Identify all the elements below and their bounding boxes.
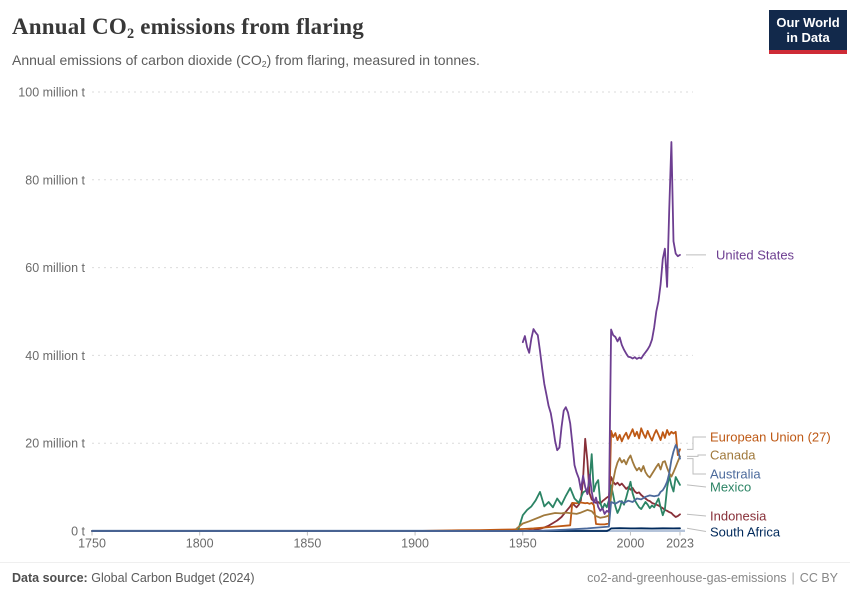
- series-layer: [91, 141, 681, 532]
- label-connectors: [686, 254, 707, 532]
- connector-australia: [687, 458, 706, 475]
- x-axis-tick-label: 2000: [617, 537, 645, 551]
- y-axis-tick-label: 60 million t: [25, 261, 85, 275]
- x-axis-tick-label: 1950: [509, 537, 537, 551]
- connector-european-union: [687, 436, 706, 450]
- footer-links: co2-and-greenhouse-gas-emissions | CC BY: [587, 571, 838, 600]
- chart-subtitle: Annual emissions of carbon dioxide (CO2)…: [12, 52, 480, 70]
- footer-license-link[interactable]: CC BY: [799, 571, 838, 585]
- series-label-australia[interactable]: Australia: [710, 466, 761, 482]
- series-line-mexico[interactable]: [517, 453, 681, 530]
- series-line-canada[interactable]: [515, 454, 681, 530]
- title-text: Annual CO: [12, 14, 127, 39]
- title-text-2: emissions from flaring: [134, 14, 364, 39]
- owid-logo-accent-bar: [769, 50, 847, 54]
- connector-south-africa: [686, 527, 707, 532]
- data-source-label: Data source:: [12, 571, 88, 585]
- x-axis-tick-label: 1850: [293, 537, 321, 551]
- x-axis-tick-label: 1800: [186, 537, 214, 551]
- series-label-united-states[interactable]: United States: [716, 247, 795, 263]
- series-line-south-africa[interactable]: [91, 527, 681, 532]
- footer-divider: |: [791, 571, 795, 585]
- grid-layer: 0 t 20 million t 40 million t 60 million t 8…: [18, 86, 694, 551]
- y-axis-tick-label: 20 million t: [25, 437, 85, 451]
- owid-logo[interactable]: Our World in Data: [769, 10, 847, 54]
- page-title: Annual CO2 emissions from flaring: [12, 14, 364, 42]
- series-line-australia[interactable]: [91, 444, 681, 532]
- x-axis-tick-label: 1750: [78, 537, 106, 551]
- series-label-mexico[interactable]: Mexico: [710, 479, 752, 495]
- owid-logo-line1: Our World: [776, 15, 840, 30]
- y-axis-tick-label: 0 t: [71, 525, 85, 539]
- series-line-indonesia[interactable]: [91, 437, 681, 532]
- data-source-value: Global Carbon Budget (2024): [91, 571, 255, 585]
- connector-indonesia: [686, 513, 707, 517]
- subtitle-text: Annual emissions of carbon dioxide (CO: [12, 52, 262, 68]
- x-axis-tick-label: 1900: [401, 537, 429, 551]
- y-axis-tick-label: 80 million t: [25, 173, 85, 187]
- owid-logo-line2: in Data: [786, 30, 830, 45]
- y-axis-tick-label: 100 million t: [18, 86, 85, 100]
- data-source: Data source: Global Carbon Budget (2024): [12, 571, 255, 600]
- connector-mexico: [686, 484, 707, 488]
- x-axis-tick-label: 2023: [666, 537, 694, 551]
- subtitle-subscript: 2: [261, 59, 267, 70]
- series-line-european-union-27-[interactable]: [91, 427, 681, 532]
- subtitle-text-2: ) from flaring, measured in tonnes.: [266, 52, 480, 68]
- series-label-canada[interactable]: Canada: [710, 447, 756, 463]
- title-subscript: 2: [126, 25, 135, 42]
- y-axis-tick-label: 40 million t: [25, 349, 85, 363]
- series-label-indonesia[interactable]: Indonesia: [710, 508, 767, 524]
- series-line-united-states[interactable]: [521, 141, 681, 515]
- footer-slug[interactable]: co2-and-greenhouse-gas-emissions: [587, 571, 787, 585]
- series-label-european-union[interactable]: European Union (27): [710, 429, 831, 445]
- series-label-south-africa[interactable]: South Africa: [710, 524, 781, 540]
- footer: Data source: Global Carbon Budget (2024)…: [0, 562, 850, 600]
- connector-canada: [687, 454, 706, 457]
